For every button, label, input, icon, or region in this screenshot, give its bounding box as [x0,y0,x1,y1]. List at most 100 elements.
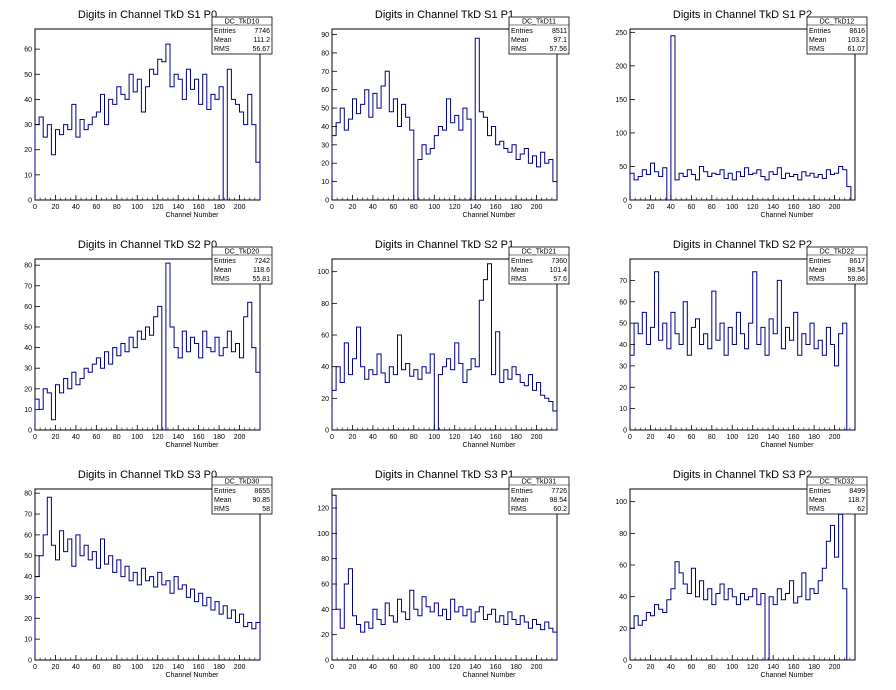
stats-value: 7726 [551,488,567,495]
x-tick-label: 120 [747,664,759,671]
x-tick-label: 180 [808,664,820,671]
x-tick-label: 0 [628,204,632,211]
y-tick-label: 20 [321,396,329,403]
plot-frame [331,28,558,201]
y-tick-label: 20 [619,626,627,633]
x-tick-label: 140 [767,664,779,671]
y-tick-label: 0 [28,428,32,435]
x-tick-label: 200 [829,204,841,211]
x-tick-label: 100 [428,434,440,441]
y-tick-label: 80 [24,491,32,498]
x-tick-label: 200 [531,664,543,671]
plot-frame [331,258,558,431]
panel-title: Digits in Channel TkD S1 P0 [78,9,217,21]
x-tick-label: 80 [410,434,418,441]
histogram-series [331,263,558,431]
x-tick-label: 160 [193,434,205,441]
stats-value: 60.2 [553,506,567,513]
x-tick-label: 180 [808,434,820,441]
y-tick-label: 60 [24,47,32,54]
x-tick-label: 160 [490,434,502,441]
stats-key: RMS [214,276,230,283]
stats-value: 55.81 [252,276,270,283]
x-tick-label: 120 [152,204,164,211]
panel-title: Digits in Channel TkD S1 P1 [375,9,514,21]
x-tick-label: 120 [152,664,164,671]
stats-key: Entries [214,258,236,265]
x-tick-label: 140 [172,664,184,671]
stats-key: Mean [511,37,529,44]
stats-key: RMS [511,276,527,283]
x-tick-label: 100 [131,664,143,671]
x-tick-label: 40 [667,434,675,441]
stats-value: 57.6 [553,276,567,283]
stats-value: 98.54 [847,267,865,274]
x-tick-label: 80 [708,204,716,211]
y-tick-label: 10 [24,172,32,179]
stats-value: 98.54 [549,497,567,504]
stats-key: Mean [214,267,232,274]
x-tick-label: 40 [72,204,80,211]
panel-title: Digits in Channel TkD S3 P1 [375,469,514,481]
x-axis-label: Channel Number [166,442,220,449]
x-tick-label: 80 [113,204,121,211]
x-tick-label: 60 [389,434,397,441]
x-tick-label: 60 [92,664,100,671]
x-tick-label: 20 [647,434,655,441]
stats-name: DC_TkD31 [522,479,557,486]
stats-key: Mean [809,267,827,274]
y-tick-label: 70 [24,512,32,519]
stats-key: RMS [511,46,527,53]
stats-value: 111.2 [254,37,271,44]
x-tick-label: 60 [687,204,695,211]
y-tick-label: 20 [24,386,32,393]
stats-value: 97.1 [553,37,567,44]
x-tick-label: 100 [726,664,738,671]
plot-frame [34,488,261,661]
x-tick-label: 40 [369,664,377,671]
stats-key: RMS [511,506,527,513]
y-tick-label: 0 [28,658,32,665]
histogram-panel: Digits in Channel TkD S2 P20 20 40 60 80 100 1… [619,239,868,449]
y-tick-label: 10 [619,406,627,413]
y-tick-label: 0 [28,198,32,205]
x-tick-label: 100 [428,204,440,211]
x-tick-label: 180 [213,204,225,211]
stats-value: 61.07 [847,46,865,53]
histogram-panel: Digits in Channel TkD S2 P1 0 20 40 60 80 100 1… [317,239,570,449]
x-tick-label: 100 [726,434,738,441]
stats-value: 7242 [254,258,270,265]
histogram-series [34,262,261,431]
stats-value: 62 [857,506,865,513]
stats-key: Entries [214,488,236,495]
stats-key: Mean [214,37,232,44]
y-tick-label: 20 [321,632,329,639]
stats-key: Entries [809,28,831,35]
x-tick-label: 160 [788,434,800,441]
histogram-panel: Digits in Channel TkD S3 P1 0 20 40 60 80 100 1… [317,469,570,679]
x-tick-label: 180 [213,434,225,441]
y-tick-label: 100 [317,269,329,276]
panel-title: Digits in Channel TkD S3 P2 [673,469,812,481]
stats-box [508,16,570,55]
stats-value: 8617 [849,258,865,265]
x-tick-label: 0 [330,434,334,441]
stats-box [806,476,868,515]
histogram-series [629,513,851,661]
x-tick-label: 200 [829,434,841,441]
y-tick-label: 80 [321,50,329,57]
x-tick-label: 160 [193,204,205,211]
y-tick-label: 100 [615,130,627,137]
stats-key: RMS [214,506,230,513]
stats-key: Mean [214,497,232,504]
y-tick-label: 100 [615,499,627,506]
x-tick-label: 40 [72,434,80,441]
x-axis-label: Channel Number [166,672,220,679]
x-tick-label: 40 [667,204,675,211]
x-tick-label: 100 [131,204,143,211]
x-tick-label: 160 [788,664,800,671]
stats-value: 8511 [552,28,567,35]
plot-frame [331,488,558,661]
x-tick-label: 200 [531,204,543,211]
y-tick-label: 0 [325,658,329,665]
